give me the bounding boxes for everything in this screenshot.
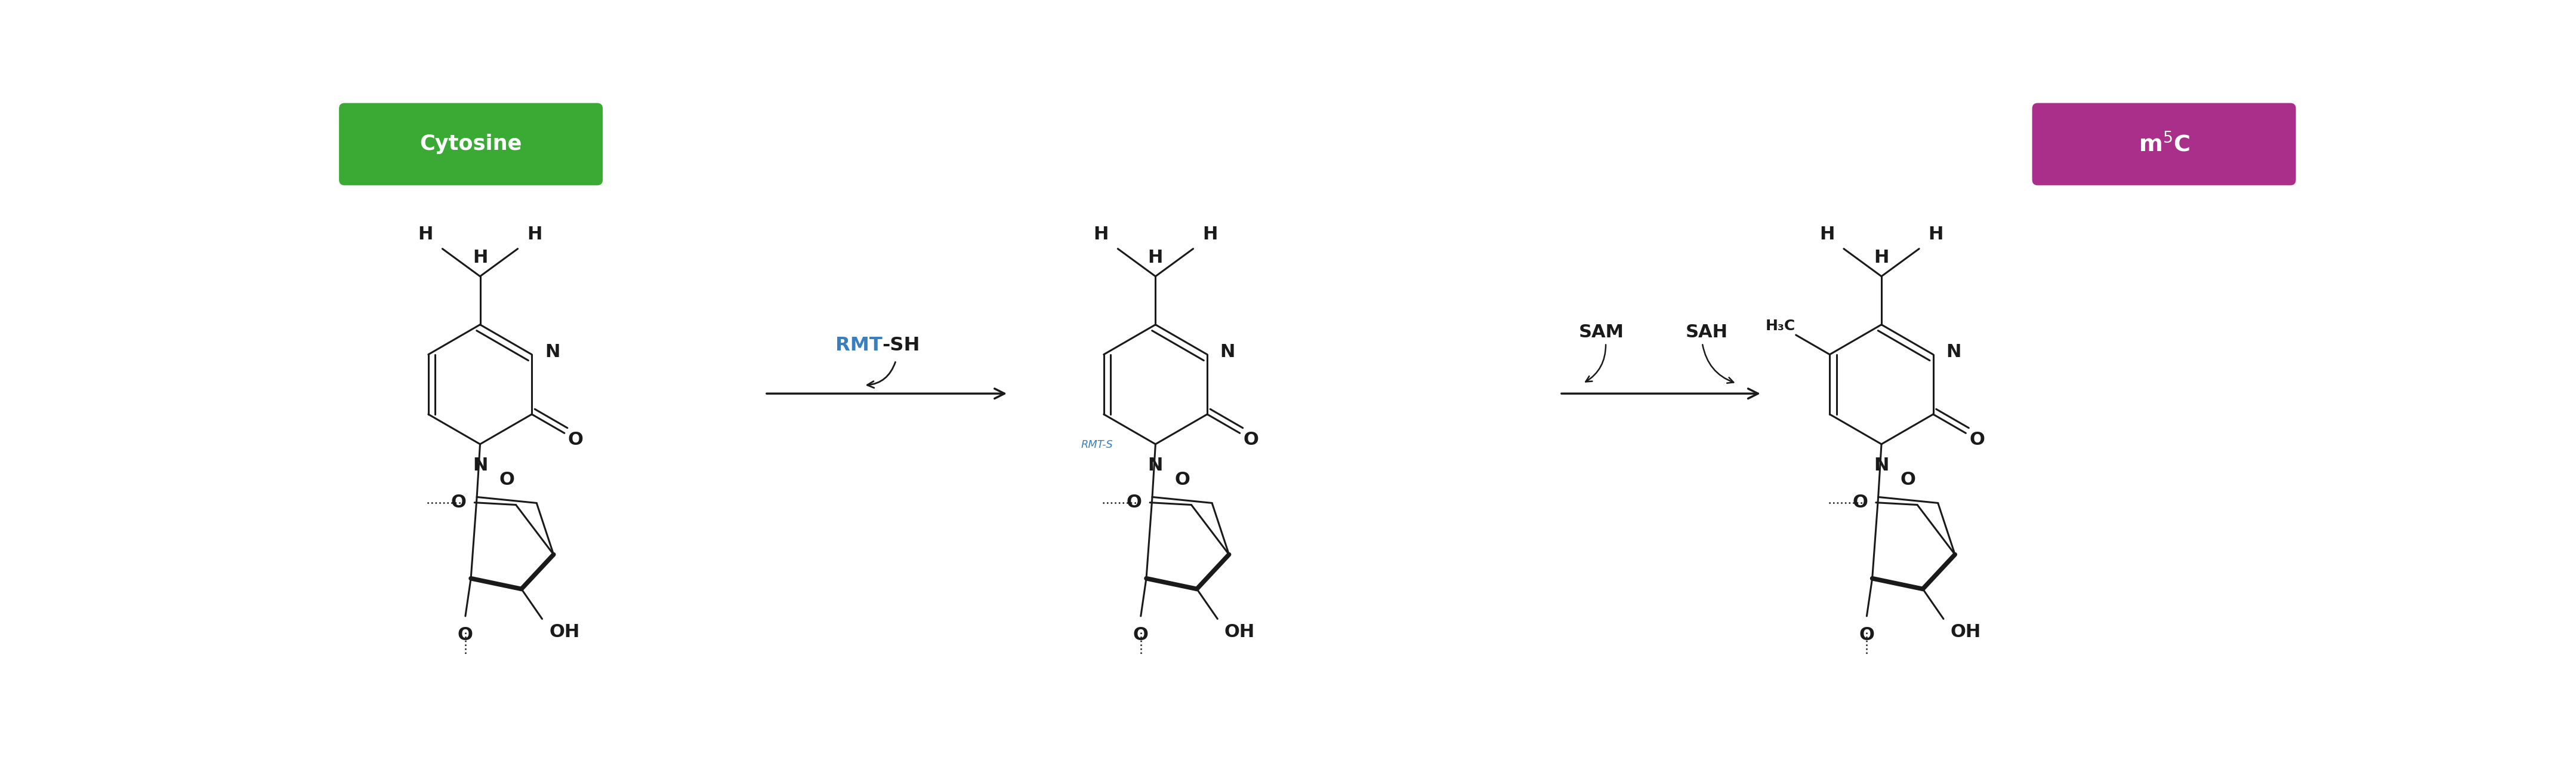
FancyBboxPatch shape bbox=[2032, 103, 2295, 185]
Text: O: O bbox=[1860, 626, 1875, 643]
Text: H: H bbox=[1203, 226, 1218, 244]
Text: OH: OH bbox=[549, 623, 580, 641]
Text: N: N bbox=[1221, 344, 1236, 361]
Text: N: N bbox=[1945, 344, 1960, 361]
Text: O: O bbox=[1968, 431, 1984, 448]
Text: H: H bbox=[417, 226, 433, 244]
Text: O: O bbox=[500, 471, 515, 489]
Text: O: O bbox=[1852, 494, 1868, 511]
Text: -SH: -SH bbox=[881, 336, 920, 355]
Text: O: O bbox=[1901, 471, 1917, 489]
Text: OH: OH bbox=[1224, 623, 1255, 641]
Text: H: H bbox=[471, 249, 487, 266]
Text: RMT: RMT bbox=[835, 336, 881, 355]
Text: RMT-S: RMT-S bbox=[1082, 440, 1113, 450]
Text: H: H bbox=[1092, 226, 1108, 244]
Text: N: N bbox=[471, 457, 487, 475]
Text: O: O bbox=[451, 494, 466, 511]
Text: O: O bbox=[1133, 626, 1149, 643]
Text: Cytosine: Cytosine bbox=[420, 134, 523, 154]
Text: H: H bbox=[1149, 249, 1162, 266]
Text: OH: OH bbox=[1950, 623, 1981, 641]
Text: H: H bbox=[1929, 226, 1942, 244]
Text: O: O bbox=[1175, 471, 1190, 489]
Text: SAH: SAH bbox=[1685, 324, 1728, 341]
Text: N: N bbox=[544, 344, 559, 361]
FancyBboxPatch shape bbox=[340, 103, 603, 185]
Text: O: O bbox=[1244, 431, 1260, 448]
Text: N: N bbox=[1873, 457, 1888, 475]
Text: N: N bbox=[1149, 457, 1162, 475]
Text: H: H bbox=[528, 226, 541, 244]
Text: O: O bbox=[1126, 494, 1141, 511]
Text: H: H bbox=[1873, 249, 1888, 266]
Text: m$^5$C: m$^5$C bbox=[2138, 132, 2190, 156]
Text: H: H bbox=[1819, 226, 1834, 244]
Text: O: O bbox=[567, 431, 582, 448]
Text: SAM: SAM bbox=[1579, 324, 1623, 341]
Text: H₃C: H₃C bbox=[1765, 319, 1795, 334]
Text: O: O bbox=[459, 626, 474, 643]
